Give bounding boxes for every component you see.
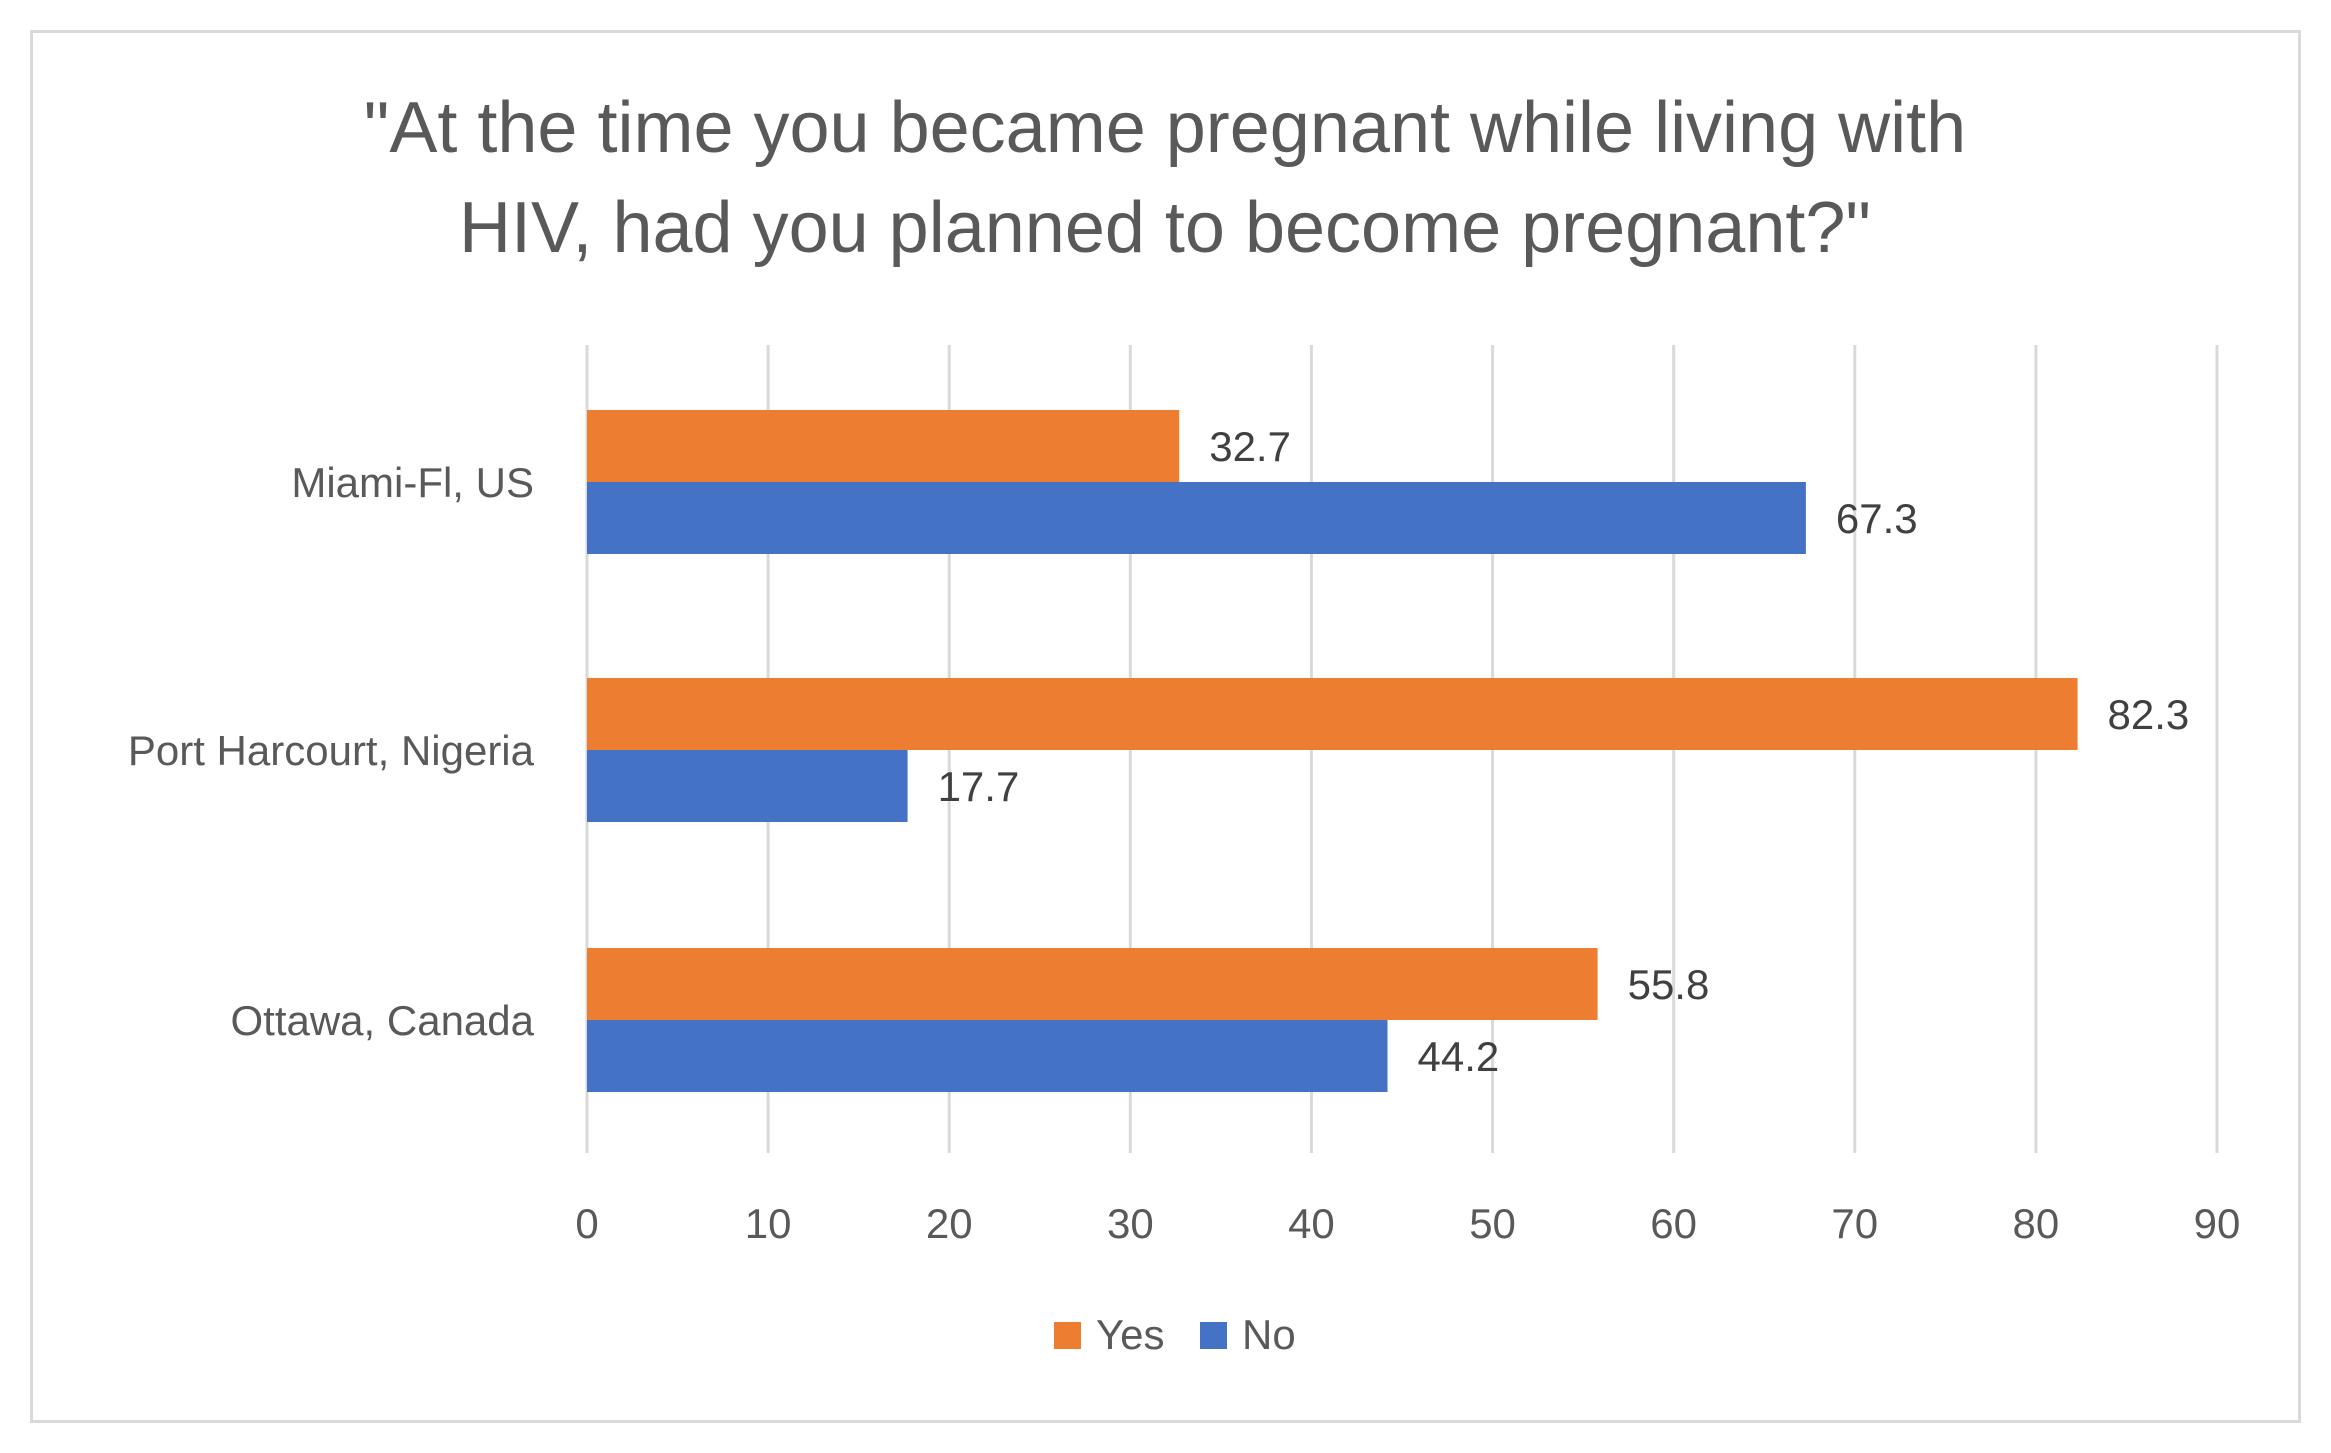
x-tick-label: 50: [1469, 1200, 1516, 1247]
legend-swatch-no: [1200, 1322, 1227, 1349]
data-label-no: 44.2: [1418, 1033, 1500, 1080]
x-tick-label: 10: [745, 1200, 792, 1247]
legend-swatch-yes: [1054, 1322, 1081, 1349]
x-tick-label: 80: [2013, 1200, 2060, 1247]
x-axis-ticks: 0 10 20 30 40 50 60 70 80 90: [575, 1200, 2240, 1247]
bar-no: [587, 750, 908, 822]
x-tick-label: 70: [1831, 1200, 1878, 1247]
x-tick-label: 90: [2194, 1200, 2241, 1247]
x-tick-label: 60: [1650, 1200, 1697, 1247]
bar-yes: [587, 948, 1598, 1020]
bar-no: [587, 1020, 1388, 1092]
x-tick-label: 20: [926, 1200, 973, 1247]
chart-title-line-1: "At the time you became pregnant while l…: [364, 88, 1966, 168]
category-label: Ottawa, Canada: [230, 997, 534, 1044]
x-tick-label: 40: [1288, 1200, 1335, 1247]
legend: Yes No: [1054, 1311, 1296, 1358]
data-label-yes: 32.7: [1209, 423, 1291, 470]
data-label-yes: 82.3: [2108, 691, 2190, 738]
bar-yes: [587, 410, 1180, 482]
data-label-no: 67.3: [1836, 495, 1918, 542]
data-labels: 32.7 67.3 82.3 17.7 55.8 44.2: [938, 423, 2190, 1080]
data-label-no: 17.7: [938, 763, 1020, 810]
chart-title: "At the time you became pregnant while l…: [364, 88, 1966, 268]
legend-label-no: No: [1242, 1311, 1296, 1358]
category-labels: Miami-Fl, US Port Harcourt, Nigeria Ottawa…: [128, 459, 535, 1044]
bar-no: [587, 482, 1806, 554]
legend-label-yes: Yes: [1096, 1311, 1165, 1358]
bar-yes: [587, 678, 2078, 750]
x-tick-label: 0: [575, 1200, 598, 1247]
data-label-yes: 55.8: [1628, 961, 1710, 1008]
category-label: Miami-Fl, US: [291, 459, 534, 506]
chart-title-line-2: HIV, had you planned to become pregnant?…: [459, 188, 1871, 268]
bars: [587, 410, 2078, 1092]
category-label: Port Harcourt, Nigeria: [128, 727, 535, 774]
x-tick-label: 30: [1107, 1200, 1154, 1247]
